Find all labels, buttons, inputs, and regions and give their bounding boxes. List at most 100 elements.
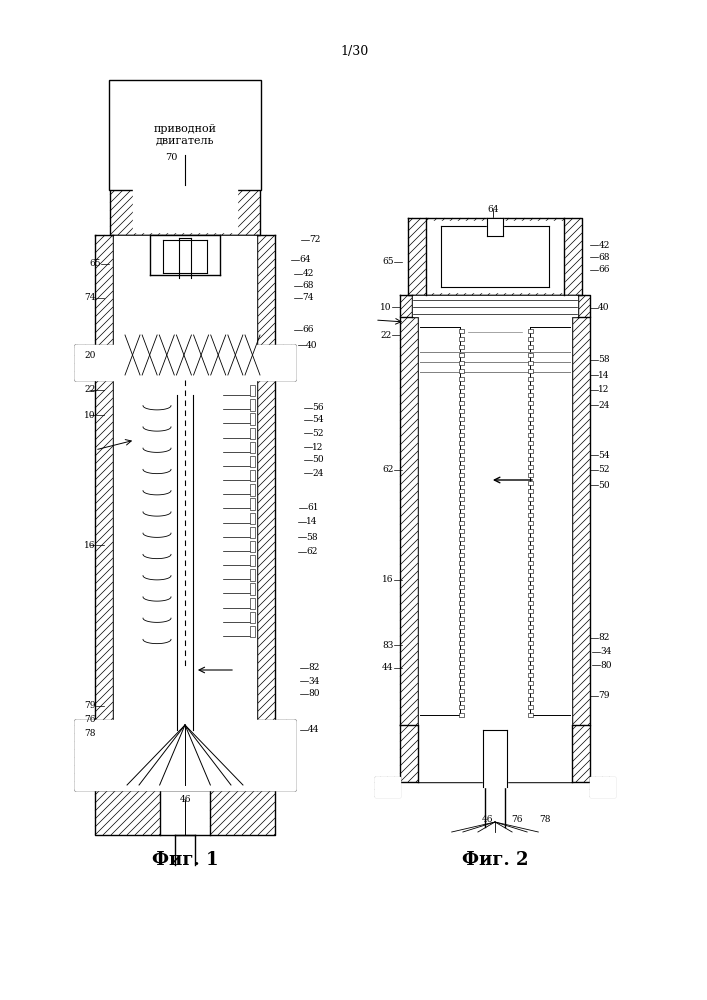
Text: 20: 20: [84, 351, 95, 360]
Polygon shape: [483, 730, 507, 787]
Bar: [528, 329, 533, 333]
Bar: [250, 626, 255, 637]
Text: 61: 61: [308, 504, 319, 512]
Bar: [459, 641, 464, 645]
Text: 76: 76: [84, 716, 95, 724]
Bar: [528, 513, 533, 517]
Bar: [528, 609, 533, 613]
Bar: [528, 505, 533, 509]
Bar: [459, 345, 464, 349]
Bar: [528, 657, 533, 661]
Text: 62: 62: [306, 548, 317, 556]
Polygon shape: [163, 240, 207, 273]
Text: 52: 52: [598, 466, 609, 475]
Text: 44: 44: [308, 726, 320, 734]
Bar: [250, 541, 255, 552]
Bar: [250, 612, 255, 623]
Bar: [459, 361, 464, 365]
Bar: [528, 497, 533, 501]
Bar: [459, 481, 464, 485]
Bar: [459, 417, 464, 421]
Bar: [528, 353, 533, 357]
Bar: [459, 497, 464, 501]
Text: 54: 54: [312, 416, 324, 424]
Bar: [459, 585, 464, 589]
Bar: [528, 713, 533, 717]
Bar: [528, 561, 533, 565]
Bar: [528, 537, 533, 541]
Bar: [459, 673, 464, 677]
Bar: [528, 545, 533, 549]
Bar: [250, 385, 255, 396]
Text: 34: 34: [308, 676, 320, 686]
Polygon shape: [133, 188, 237, 232]
Text: 14: 14: [598, 370, 609, 379]
Bar: [528, 649, 533, 653]
Text: 79: 79: [598, 692, 609, 700]
Bar: [528, 673, 533, 677]
Bar: [528, 641, 533, 645]
Bar: [528, 625, 533, 629]
Bar: [459, 425, 464, 429]
Bar: [459, 521, 464, 525]
Text: 54: 54: [598, 450, 610, 460]
Bar: [459, 665, 464, 669]
Text: 40: 40: [306, 340, 317, 350]
Text: 10: 10: [84, 410, 95, 420]
Bar: [528, 473, 533, 477]
Text: 14: 14: [306, 518, 317, 526]
Text: 65: 65: [382, 257, 394, 266]
Text: 74: 74: [303, 294, 314, 302]
Text: 66: 66: [598, 265, 609, 274]
Bar: [459, 553, 464, 557]
Text: 16: 16: [84, 540, 95, 550]
Bar: [528, 689, 533, 693]
Bar: [528, 617, 533, 621]
Text: 82: 82: [598, 634, 609, 643]
Bar: [528, 345, 533, 349]
Text: 44: 44: [382, 664, 394, 672]
Text: 22: 22: [84, 385, 95, 394]
Bar: [250, 442, 255, 453]
Bar: [250, 498, 255, 510]
Text: 12: 12: [598, 385, 609, 394]
Bar: [528, 337, 533, 341]
Bar: [459, 329, 464, 333]
Bar: [528, 457, 533, 461]
Text: Фиг. 1: Фиг. 1: [152, 851, 218, 869]
Text: 42: 42: [303, 269, 314, 278]
Bar: [459, 457, 464, 461]
Text: 64: 64: [487, 206, 498, 215]
Text: 58: 58: [598, 356, 610, 364]
Bar: [528, 481, 533, 485]
Bar: [459, 681, 464, 685]
Bar: [459, 385, 464, 389]
Bar: [459, 617, 464, 621]
Bar: [528, 425, 533, 429]
Polygon shape: [419, 317, 571, 725]
Bar: [528, 705, 533, 709]
Bar: [459, 369, 464, 373]
Bar: [250, 569, 255, 581]
Bar: [459, 393, 464, 397]
Text: 79: 79: [84, 702, 95, 710]
Polygon shape: [413, 296, 577, 316]
Text: Фиг. 2: Фиг. 2: [462, 851, 528, 869]
Text: 78: 78: [539, 816, 551, 824]
Text: 40: 40: [598, 304, 609, 312]
Bar: [250, 456, 255, 467]
Bar: [459, 689, 464, 693]
Bar: [528, 697, 533, 701]
Bar: [250, 428, 255, 439]
Text: 46: 46: [180, 796, 191, 804]
Bar: [528, 489, 533, 493]
Text: 80: 80: [600, 660, 612, 670]
Text: 46: 46: [481, 816, 493, 824]
Bar: [250, 513, 255, 524]
Bar: [528, 569, 533, 573]
Polygon shape: [419, 726, 571, 781]
Text: 50: 50: [312, 456, 324, 464]
Polygon shape: [487, 218, 503, 236]
Text: 24: 24: [598, 400, 609, 410]
Bar: [459, 377, 464, 381]
